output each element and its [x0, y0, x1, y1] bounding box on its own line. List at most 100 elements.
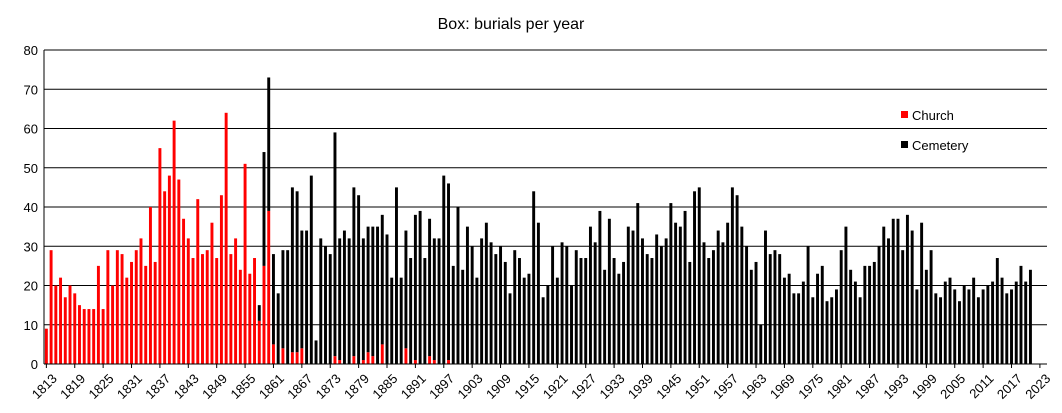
bar-cemetery-2014	[995, 258, 999, 364]
bar-church-1855	[243, 163, 247, 364]
bar-cemetery-2002	[939, 297, 943, 364]
bar-church-1853	[234, 238, 238, 364]
bar-church-1884	[380, 344, 384, 365]
bar-cemetery-1917	[536, 222, 540, 364]
x-tick-labels: 1813181918251831183718431849185518611867…	[29, 364, 1053, 402]
bar-cemetery-2019	[1019, 265, 1023, 365]
bar-cemetery-1877	[347, 238, 351, 364]
bar-cemetery-1971	[792, 293, 796, 364]
bar-cemetery-1867	[300, 230, 304, 349]
bar-church-1857	[253, 258, 256, 364]
bar-cemetery-1891	[413, 214, 417, 361]
bar-church-1882	[371, 356, 375, 364]
bar-church-1867	[300, 348, 304, 364]
bar-cemetery-2015	[1000, 277, 1004, 364]
bar-cemetery-2009	[972, 277, 976, 364]
bar-church-1847	[205, 250, 209, 364]
bar-church-1858	[257, 320, 261, 364]
x-tick-label: 1831	[114, 371, 145, 402]
x-tick-label: 1897	[426, 371, 457, 402]
bar-cemetery-1945	[669, 203, 673, 364]
bar-cemetery-1982	[844, 226, 848, 365]
bar-cemetery-1938	[636, 203, 640, 364]
bar-cemetery-1922	[560, 242, 564, 364]
bar-cemetery-2017	[1010, 289, 1013, 364]
y-tick-label: 50	[24, 161, 38, 176]
bar-cemetery-1935	[622, 261, 626, 364]
bar-cemetery-1898	[447, 183, 450, 361]
bar-cemetery-1974	[806, 246, 810, 364]
bar-cemetery-1930	[598, 210, 602, 364]
bar-cemetery-1879	[357, 195, 361, 364]
bar-church-1814	[49, 250, 53, 364]
bar-cemetery-1869	[309, 175, 313, 364]
x-tick-label: 2011	[966, 371, 996, 401]
x-tick-label: 1975	[795, 371, 826, 402]
chart-title: Box: burials per year	[438, 16, 585, 33]
bar-church-1891	[413, 360, 417, 364]
y-tick-label: 60	[24, 122, 38, 137]
bar-cemetery-1893	[423, 258, 427, 364]
x-tick-label: 1987	[852, 371, 883, 402]
bar-church-1874	[333, 356, 337, 364]
bar-cemetery-1904	[475, 277, 479, 364]
bar-cemetery-1988	[872, 261, 876, 364]
bar-cemetery-1965	[764, 230, 767, 364]
bar-cemetery-1890	[409, 258, 413, 364]
bar-church-1819	[73, 293, 77, 364]
y-tick-label: 70	[24, 82, 38, 97]
x-tick-label: 1849	[199, 371, 230, 402]
bar-cemetery-1909	[499, 246, 503, 364]
bar-cemetery-1939	[641, 238, 644, 364]
bar-cemetery-1927	[584, 258, 588, 364]
x-tick-label: 1855	[227, 371, 258, 402]
bar-cemetery-1961	[745, 246, 749, 364]
bar-cemetery-1921	[555, 277, 559, 364]
bar-church-1826	[106, 250, 110, 364]
bar-church-1898	[447, 360, 450, 364]
bar-church-1831	[130, 261, 133, 364]
bar-cemetery-1889	[404, 230, 408, 349]
bar-cemetery-1864	[286, 250, 290, 364]
x-tick-label: 2005	[937, 371, 968, 402]
bar-church-1830	[125, 277, 129, 364]
x-tick-label: 2023	[1022, 371, 1053, 402]
bar-cemetery-1962	[749, 269, 753, 364]
bar-cemetery-1973	[801, 281, 805, 364]
bar-church-1839	[167, 175, 171, 364]
x-tick-label: 1813	[29, 371, 60, 402]
bar-cemetery-1902	[465, 226, 469, 365]
bar-cemetery-1942	[655, 234, 659, 364]
y-tick-label: 80	[24, 43, 38, 58]
bar-cemetery-1887	[395, 187, 398, 365]
x-tick-label: 1927	[568, 371, 599, 402]
x-tick-label: 1963	[738, 371, 769, 402]
bar-cemetery-2011	[981, 289, 985, 364]
bar-cemetery-1911	[508, 293, 512, 364]
axes	[43, 50, 1047, 365]
x-tick-label: 1861	[256, 371, 287, 402]
bar-cemetery-1865	[290, 187, 294, 353]
bar-cemetery-1894	[428, 218, 432, 357]
bar-church-1861	[271, 344, 275, 365]
bar-cemetery-1888	[399, 277, 403, 364]
bar-cemetery-1998	[920, 222, 924, 364]
x-tick-label: 1825	[86, 371, 117, 402]
bar-cemetery-1995	[905, 214, 909, 364]
y-tick-label: 40	[24, 200, 38, 215]
bar-church-1820	[78, 305, 81, 365]
bar-cemetery-1859	[262, 152, 266, 266]
bar-cemetery-1951	[697, 187, 701, 365]
bar-cemetery-1977	[820, 265, 824, 365]
bar-church-1850	[219, 195, 223, 364]
bar-cemetery-1990	[882, 226, 886, 365]
x-tick-label: 1999	[909, 371, 940, 402]
bar-cemetery-1913	[518, 258, 521, 364]
legend: Church Cemetery	[901, 108, 969, 153]
bar-cemetery-1936	[626, 226, 630, 365]
bar-cemetery-1924	[570, 285, 573, 364]
bar-church-1854	[238, 269, 242, 364]
bar-church-1821	[82, 309, 86, 364]
x-tick-label: 1939	[625, 371, 656, 402]
bar-cemetery-1866	[295, 191, 299, 353]
